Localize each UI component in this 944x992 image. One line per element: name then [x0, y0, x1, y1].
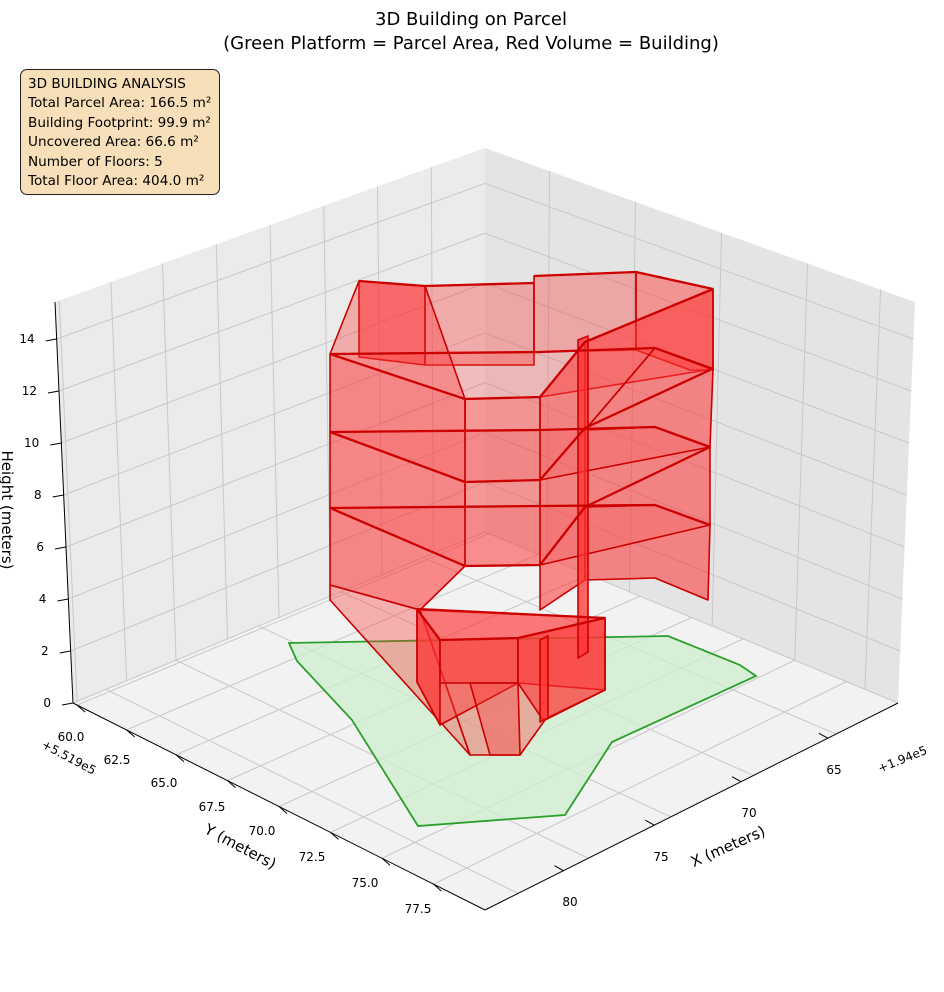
z-axis-label: Height (meters) [0, 451, 16, 570]
building-face [539, 635, 549, 723]
info-line-heading: 3D BUILDING ANALYSIS [28, 76, 186, 92]
building-analysis-box: 3D BUILDING ANALYSIS Total Parcel Area: … [20, 69, 220, 195]
building-volume [329, 270, 714, 756]
y-tick-6 [381, 857, 391, 866]
grid-line-x-floor-4 [105, 688, 519, 894]
x-tick-label: 75 [653, 850, 668, 864]
y-tick-0 [76, 704, 86, 713]
x-tick-0 [818, 732, 829, 739]
y-tick-label: 75.0 [352, 876, 379, 890]
grid-line-y-wall-3 [215, 244, 228, 639]
building-floor-edge [329, 346, 714, 371]
z-tick-label: 4 [39, 592, 47, 606]
chart-subtitle: (Green Platform = Parcel Area, Red Volum… [223, 33, 719, 54]
y-tick-5 [330, 831, 339, 840]
building-floor-edge [329, 368, 711, 484]
building-floor-edge [329, 287, 714, 401]
y-tick-4 [278, 806, 288, 814]
building-face [439, 637, 519, 684]
z-tick-2 [57, 598, 69, 602]
grid-line-y-wall-1 [110, 281, 128, 681]
z-tick-5 [50, 442, 62, 446]
z-tick-0 [61, 702, 74, 706]
building-floor-edge [329, 503, 711, 527]
y-tick-7 [433, 883, 442, 892]
info-line-footprint: Building Footprint: 99.9 m² [28, 114, 211, 131]
info-line-parcel-area: Total Parcel Area: 166.5 m² [28, 95, 212, 112]
grid-line-x-wall-2 [711, 232, 722, 627]
grid-line-z-right-7 [484, 182, 914, 340]
grid-line-y-wall-0 [58, 300, 78, 702]
z-tick-4 [52, 494, 64, 498]
x-tick-label: 70 [741, 806, 756, 820]
y-tick-label: 60.0 [58, 730, 85, 744]
y-tick-label: 67.5 [199, 800, 226, 814]
y-tick-label: 72.5 [299, 850, 326, 864]
y-tick-label: 62.5 [104, 753, 131, 767]
z-tick-label: 2 [41, 644, 49, 658]
x-tick-2 [645, 819, 655, 826]
grid-line-y-wall-4 [269, 224, 280, 618]
z-tick-3 [54, 546, 67, 550]
x-tick-label: 65 [826, 763, 841, 777]
z-tick-7 [45, 338, 57, 342]
building-floor-edge [416, 608, 606, 642]
z-tick-label: 0 [43, 696, 51, 710]
x-tick-label: 80 [562, 895, 577, 909]
building-floor-edge [416, 607, 606, 620]
y-tick-2 [175, 754, 185, 763]
y-tick-1 [126, 729, 135, 738]
building-floor-edge [329, 445, 711, 568]
x-tick-1 [731, 776, 742, 783]
x-offset-label: +1.94e5 [876, 743, 929, 775]
chart-title: 3D Building on Parcel [375, 9, 567, 30]
building-floor-edge [533, 270, 714, 291]
z-tick-1 [59, 650, 71, 654]
y-tick-label: 65.0 [151, 776, 178, 790]
z-tick-label: 14 [19, 332, 34, 346]
x-tick-3 [554, 865, 564, 872]
z-tick-label: 6 [36, 540, 44, 554]
building-face [469, 682, 521, 756]
info-line-uncovered: Uncovered Area: 66.6 m² [28, 134, 199, 151]
x-axis-line [484, 702, 899, 911]
axes: 0 2 4 6 8 10 12 14 60.0 62.5 65.0 67.5 70.0 72.5 75.0 7… [19, 301, 899, 916]
x-axis-label: X (meters) [688, 822, 768, 871]
info-line-floor-area: Total Floor Area: 404.0 m² [28, 173, 205, 190]
z-axis-line [54, 301, 74, 704]
info-line-floors: Number of Floors: 5 [28, 153, 163, 170]
building-floor-edge [329, 425, 711, 449]
y-tick-3 [227, 780, 236, 789]
z-tick-6 [47, 390, 60, 394]
grid-line-y-floor-7 [433, 681, 847, 885]
y-tick-label: 70.0 [249, 824, 276, 838]
grid-line-y-wall-2 [162, 263, 177, 661]
building-floor-edge [358, 279, 535, 288]
z-tick-label: 12 [22, 384, 37, 398]
y-tick-label: 77.5 [405, 902, 432, 916]
building-face [577, 335, 589, 659]
grid-line-x-wall-3 [794, 263, 808, 661]
z-tick-label: 10 [24, 436, 39, 450]
z-tick-label: 8 [34, 488, 42, 502]
grid-line-x-wall-4 [864, 289, 882, 690]
